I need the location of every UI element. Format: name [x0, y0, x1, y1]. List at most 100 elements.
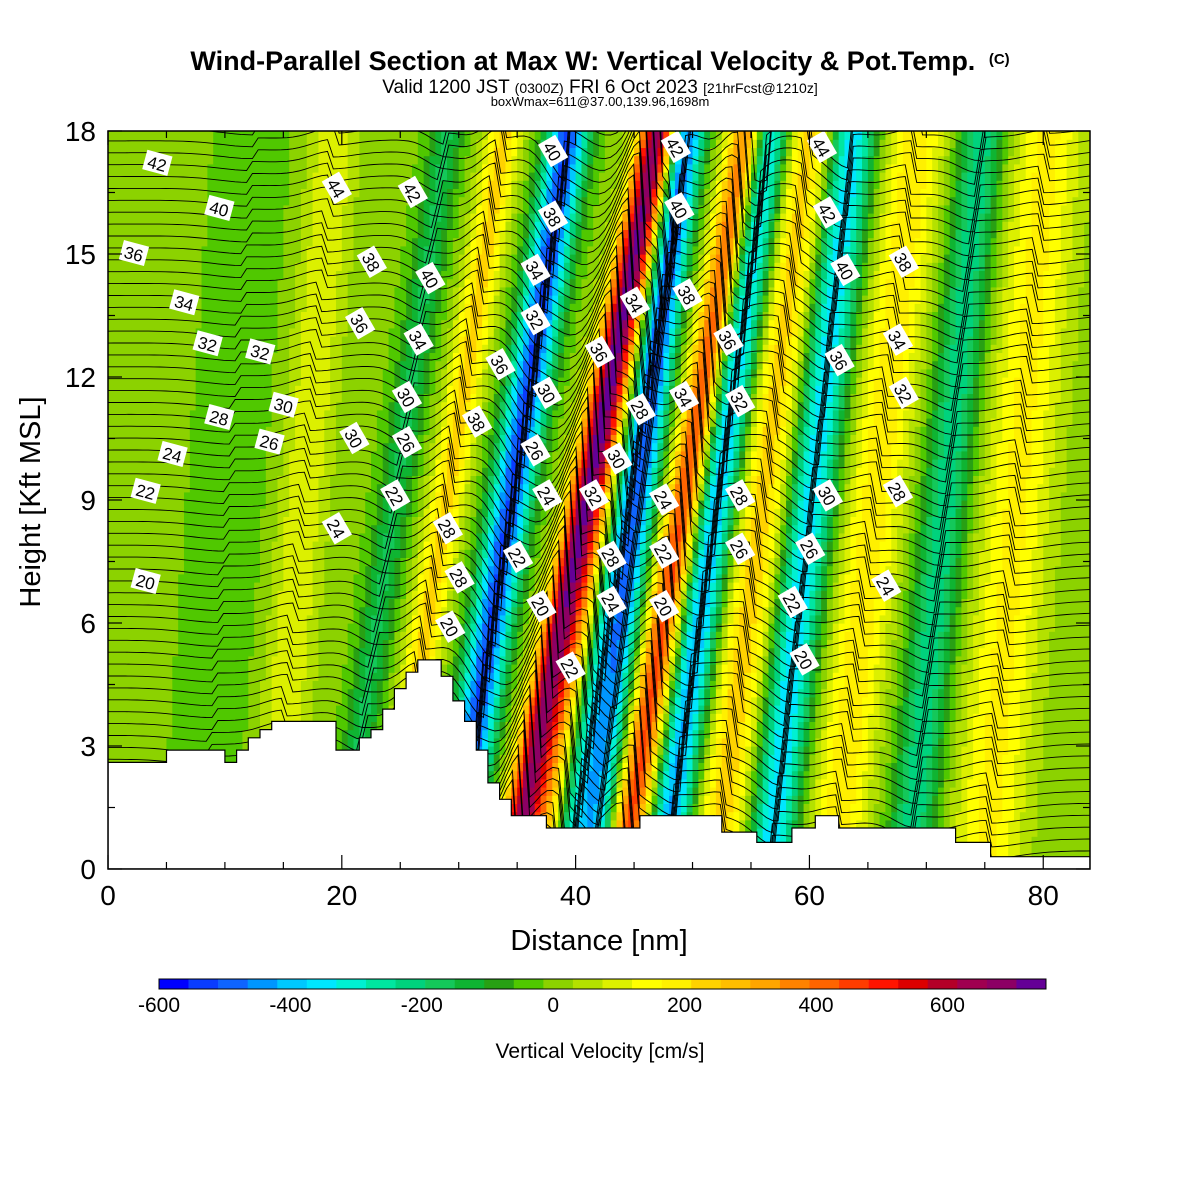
- velocity-cell: [885, 811, 892, 821]
- velocity-cell: [242, 647, 249, 657]
- velocity-cell: [914, 787, 922, 796]
- velocity-cell: [803, 631, 811, 640]
- velocity-cell: [949, 729, 957, 739]
- velocity-cell: [885, 631, 892, 640]
- velocity-cell: [312, 713, 320, 722]
- velocity-cell: [353, 623, 360, 632]
- velocity-cell: [552, 680, 559, 690]
- velocity-cell: [973, 639, 980, 649]
- velocity-cell: [505, 754, 512, 763]
- velocity-cell: [803, 680, 811, 690]
- velocity-cell: [1066, 787, 1074, 796]
- velocity-cell: [902, 639, 910, 649]
- velocity-cell: [926, 787, 933, 796]
- velocity-cell: [727, 664, 735, 673]
- velocity-cell: [990, 844, 998, 854]
- velocity-cell: [1031, 819, 1038, 829]
- velocity-cell: [914, 705, 922, 714]
- velocity-cell: [704, 795, 711, 804]
- velocity-cell: [891, 746, 898, 755]
- velocity-cell: [990, 721, 998, 731]
- velocity-cell: [715, 803, 723, 813]
- velocity-cell: [1049, 811, 1056, 821]
- velocity-cell: [862, 819, 869, 829]
- velocity-cell: [1066, 672, 1074, 681]
- velocity-cell: [745, 787, 752, 796]
- velocity-cell: [821, 655, 828, 665]
- velocity-cell: [932, 754, 939, 763]
- velocity-cell: [1002, 819, 1009, 829]
- velocity-cell: [926, 721, 933, 731]
- velocity-cell: [1049, 787, 1056, 796]
- velocity-cell: [441, 664, 448, 673]
- velocity-cell: [1037, 762, 1044, 772]
- velocity-cell: [809, 721, 816, 731]
- velocity-cell: [160, 680, 168, 690]
- velocity-cell: [224, 639, 232, 649]
- velocity-cell: [1002, 647, 1009, 657]
- velocity-cell: [961, 688, 968, 698]
- velocity-cell: [295, 713, 302, 722]
- velocity-cell: [131, 655, 138, 665]
- velocity-cell: [610, 746, 618, 755]
- velocity-cell: [558, 647, 565, 657]
- velocity-cell: [113, 664, 121, 673]
- velocity-cell: [546, 737, 553, 747]
- velocity-cell: [201, 721, 208, 731]
- velocity-cell: [1002, 672, 1009, 681]
- velocity-cell: [943, 754, 951, 763]
- velocity-cell: [657, 787, 664, 796]
- velocity-cell: [967, 647, 974, 657]
- velocity-cell: [891, 664, 898, 673]
- velocity-cell: [236, 672, 244, 681]
- velocity-cell: [996, 828, 1003, 837]
- velocity-cell: [1066, 844, 1074, 854]
- velocity-cell: [908, 721, 916, 731]
- velocity-cell: [873, 705, 881, 714]
- velocity-cell: [762, 623, 770, 632]
- velocity-cell: [505, 705, 512, 714]
- velocity-cell: [143, 746, 150, 755]
- velocity-cell: [593, 639, 600, 649]
- velocity-cell: [189, 655, 197, 665]
- velocity-cell: [166, 623, 173, 632]
- velocity-cell: [797, 729, 805, 739]
- velocity-cell: [452, 680, 460, 690]
- velocity-cell: [236, 713, 244, 722]
- velocity-cell: [750, 639, 758, 649]
- velocity-cell: [376, 647, 384, 657]
- velocity-cell: [458, 647, 466, 657]
- velocity-cell: [616, 696, 623, 706]
- velocity-cell: [552, 795, 559, 804]
- velocity-cell: [318, 713, 325, 722]
- velocity-cell: [1037, 737, 1044, 747]
- velocity-cell: [300, 623, 308, 632]
- velocity-cell: [961, 770, 968, 780]
- velocity-cell: [528, 737, 536, 747]
- velocity-cell: [926, 696, 933, 706]
- velocity-cell: [768, 778, 775, 788]
- velocity-cell: [891, 696, 898, 706]
- velocity-cell: [593, 672, 600, 681]
- velocity-cell: [902, 737, 910, 747]
- velocity-cell: [932, 639, 939, 649]
- velocity-cell: [715, 639, 723, 649]
- velocity-cell: [581, 631, 588, 640]
- velocity-cell: [341, 623, 349, 632]
- velocity-cell: [885, 795, 892, 804]
- velocity-cell: [558, 778, 565, 788]
- velocity-cell: [213, 729, 220, 739]
- velocity-cell: [289, 655, 296, 665]
- velocity-cell: [803, 762, 811, 772]
- velocity-cell: [908, 778, 916, 788]
- velocity-cell: [599, 754, 606, 763]
- velocity-cell: [867, 713, 875, 722]
- velocity-cell: [178, 737, 185, 747]
- velocity-cell: [739, 803, 746, 813]
- velocity-cell: [546, 729, 553, 739]
- velocity-cell: [908, 655, 916, 665]
- velocity-cell: [943, 819, 951, 829]
- velocity-cell: [113, 655, 121, 665]
- velocity-cell: [879, 819, 887, 829]
